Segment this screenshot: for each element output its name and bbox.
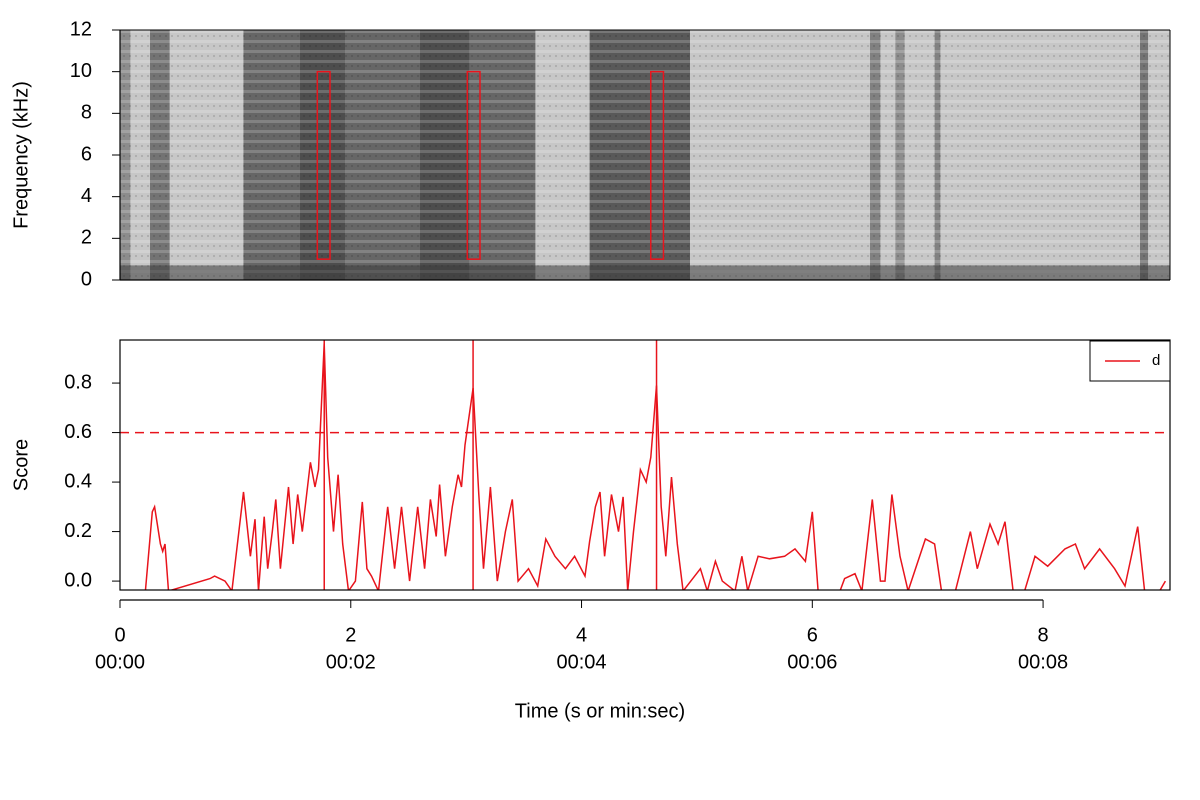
legend-label: d — [1152, 352, 1160, 369]
x-tick-time-label: 00:04 — [557, 651, 607, 673]
y-tick-label: 0.2 — [64, 520, 92, 542]
x-tick-label: 6 — [807, 624, 818, 646]
y-tick-label: 12 — [70, 18, 92, 40]
y-tick-label: 10 — [70, 60, 92, 82]
y-tick-label: 6 — [81, 143, 92, 165]
y-tick-label: 0.6 — [64, 421, 92, 443]
score-area — [120, 340, 1170, 590]
x-tick-time-label: 00:02 — [326, 651, 376, 673]
y-tick-label: 0.0 — [64, 569, 92, 591]
x-tick-time-label: 00:00 — [95, 651, 145, 673]
detection-box — [316, 70, 331, 260]
x-tick-time-label: 00:06 — [787, 651, 837, 673]
plot-frame — [119, 339, 1171, 591]
noise-floor — [120, 265, 1170, 280]
x-tick-time-label: 00:08 — [1018, 651, 1068, 673]
x-tick-label: 0 — [114, 624, 125, 646]
spectrogram-area — [120, 30, 1170, 280]
x-tick-label: 2 — [345, 624, 356, 646]
x-axis-title: Time (s or min:sec) — [515, 700, 685, 722]
y-tick-label: 0.4 — [64, 470, 92, 492]
y-tick-label: 0.8 — [64, 371, 92, 393]
y-tick-label: 2 — [81, 227, 92, 249]
y-tick-label: 8 — [81, 102, 92, 124]
y-axis-title: Frequency (kHz) — [10, 81, 32, 229]
y-axis-title: Score — [10, 439, 32, 491]
detection-box — [650, 70, 665, 260]
y-tick-label: 0 — [81, 268, 92, 290]
y-tick-label: 4 — [81, 185, 92, 207]
detection-box — [466, 70, 481, 260]
x-tick-label: 4 — [576, 624, 587, 646]
texture — [120, 30, 1170, 280]
x-tick-label: 8 — [1038, 624, 1049, 646]
score-line — [144, 343, 1167, 590]
